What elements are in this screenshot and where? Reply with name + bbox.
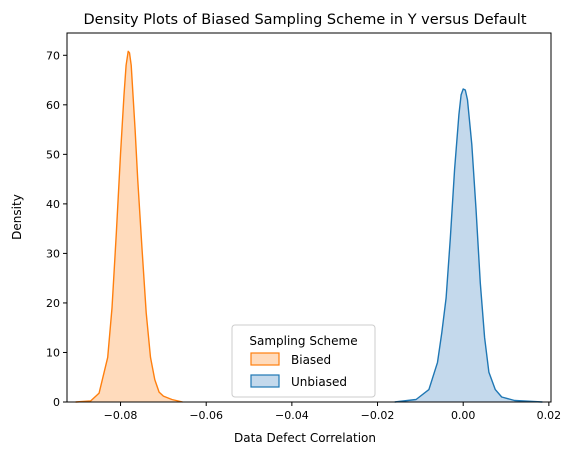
legend-swatch-biased — [250, 352, 280, 366]
density-area-biased — [75, 51, 183, 403]
legend-swatch-unbiased — [250, 374, 280, 388]
x-axis-ticks: −0.08 −0.06 −0.04 −0.02 0.00 0.02 — [104, 402, 561, 422]
legend-label-biased: Biased — [291, 353, 331, 367]
y-tick-label: 20 — [46, 297, 60, 310]
y-tick-label: 70 — [46, 49, 60, 62]
y-tick-label: 40 — [46, 198, 60, 211]
chart-title: Density Plots of Biased Sampling Scheme … — [83, 12, 526, 28]
x-axis-label: Data Defect Correlation — [234, 431, 376, 445]
x-tick-label: −0.02 — [361, 409, 395, 422]
y-tick-label: 50 — [46, 148, 60, 161]
x-tick-label: −0.04 — [275, 409, 309, 422]
density-area-unbiased — [394, 89, 543, 402]
x-tick-label: −0.06 — [189, 409, 223, 422]
axes-frame — [66, 32, 552, 403]
x-tick-label: 0.00 — [451, 409, 476, 422]
y-tick-label: 10 — [46, 346, 60, 359]
plot-area — [75, 50, 543, 403]
density-line-unbiased — [394, 88, 543, 403]
legend-title: Sampling Scheme — [249, 334, 357, 348]
y-axis-ticks: 0 10 20 30 40 50 60 70 — [46, 49, 67, 409]
x-tick-label: −0.08 — [104, 409, 138, 422]
density-line-biased — [75, 50, 183, 403]
y-tick-label: 60 — [46, 99, 60, 112]
y-axis-label: Density — [10, 194, 24, 240]
y-tick-label: 30 — [46, 247, 60, 260]
legend-label-unbiased: Unbiased — [291, 375, 347, 389]
x-tick-label: 0.02 — [537, 409, 562, 422]
y-tick-label: 0 — [53, 396, 60, 409]
legend: Sampling Scheme Biased Unbiased — [231, 324, 376, 398]
